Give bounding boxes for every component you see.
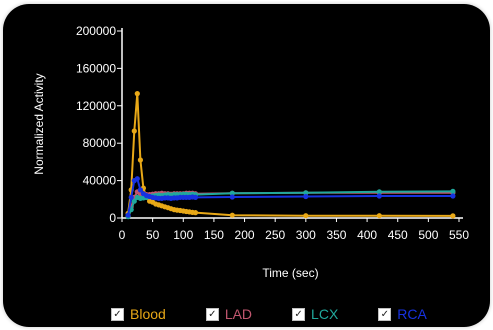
data-point-blood bbox=[192, 210, 199, 216]
x-tick-label: 500 bbox=[418, 228, 438, 242]
x-tick-label: 150 bbox=[204, 228, 224, 242]
checkbox-icon[interactable]: ✓ bbox=[378, 307, 392, 321]
data-point-blood bbox=[303, 213, 309, 219]
y-tick-label: 160000 bbox=[76, 61, 116, 75]
data-point-blood bbox=[450, 213, 456, 219]
x-tick-label: 300 bbox=[296, 228, 316, 242]
data-point-rca bbox=[303, 193, 309, 200]
axes: 0 40000 80000 120000 160000 200000 0 50 100 150 20… bbox=[76, 24, 469, 242]
activity-chart: 0 40000 80000 120000 160000 200000 0 50 100 150 20… bbox=[32, 24, 469, 280]
y-tick-label: 0 bbox=[109, 211, 116, 225]
legend-label: LAD bbox=[224, 306, 253, 322]
data-point-rca bbox=[125, 212, 131, 218]
data-point-rca bbox=[137, 187, 143, 193]
data-point-blood bbox=[137, 157, 143, 163]
legend: ✓ Blood ✓ LAD ✓ LCX ✓ RCA bbox=[111, 304, 467, 324]
data-point-blood bbox=[131, 128, 137, 134]
legend-label: LCX bbox=[311, 306, 339, 322]
x-tick-label: 350 bbox=[326, 228, 346, 242]
x-axis-title: Time (sec) bbox=[262, 266, 318, 280]
legend-label: RCA bbox=[397, 306, 427, 322]
checkbox-icon[interactable]: ✓ bbox=[292, 307, 306, 321]
legend-item-lcx[interactable]: ✓ LCX bbox=[292, 306, 338, 322]
series-blood bbox=[125, 91, 456, 219]
checkbox-icon[interactable]: ✓ bbox=[205, 307, 219, 321]
data-point-blood bbox=[376, 213, 382, 219]
data-point-rca bbox=[134, 176, 140, 182]
data-point-lcx bbox=[303, 190, 309, 196]
data-point-lcx bbox=[376, 189, 382, 195]
data-point-lcx bbox=[229, 190, 235, 196]
series-rca bbox=[125, 176, 456, 218]
legend-item-lad[interactable]: ✓ LAD bbox=[205, 306, 253, 322]
data-point-rca bbox=[192, 194, 199, 200]
x-tick-label: 550 bbox=[449, 228, 469, 242]
x-tick-label: 200 bbox=[235, 228, 255, 242]
x-tick-label: 0 bbox=[119, 228, 126, 242]
series-layer bbox=[125, 91, 456, 220]
legend-label: Blood bbox=[130, 306, 166, 322]
data-point-blood bbox=[229, 212, 235, 218]
x-tick-label: 100 bbox=[173, 228, 193, 242]
y-tick-label: 80000 bbox=[83, 136, 117, 150]
data-point-lcx bbox=[450, 188, 456, 194]
checkbox-icon[interactable]: ✓ bbox=[111, 307, 124, 321]
chart-panel: 0 40000 80000 120000 160000 200000 0 50 100 150 20… bbox=[3, 4, 490, 327]
y-axis-title: Normalized Activity bbox=[32, 73, 46, 174]
x-tick-label: 450 bbox=[388, 228, 408, 242]
y-tick-label: 40000 bbox=[83, 174, 117, 188]
legend-item-rca[interactable]: ✓ RCA bbox=[378, 306, 427, 322]
x-tick-label: 50 bbox=[146, 228, 160, 242]
y-tick-label: 200000 bbox=[76, 24, 116, 38]
data-point-rca bbox=[229, 194, 235, 200]
data-point-lcx bbox=[131, 198, 137, 204]
y-tick-label: 120000 bbox=[76, 99, 116, 113]
data-point-rca bbox=[376, 193, 382, 199]
data-point-rca bbox=[128, 194, 134, 200]
legend-item-blood[interactable]: ✓ Blood bbox=[111, 306, 166, 322]
x-tick-label: 250 bbox=[265, 228, 285, 242]
data-point-blood bbox=[134, 91, 140, 97]
x-tick-label: 400 bbox=[357, 228, 377, 242]
data-point-rca bbox=[450, 193, 456, 199]
